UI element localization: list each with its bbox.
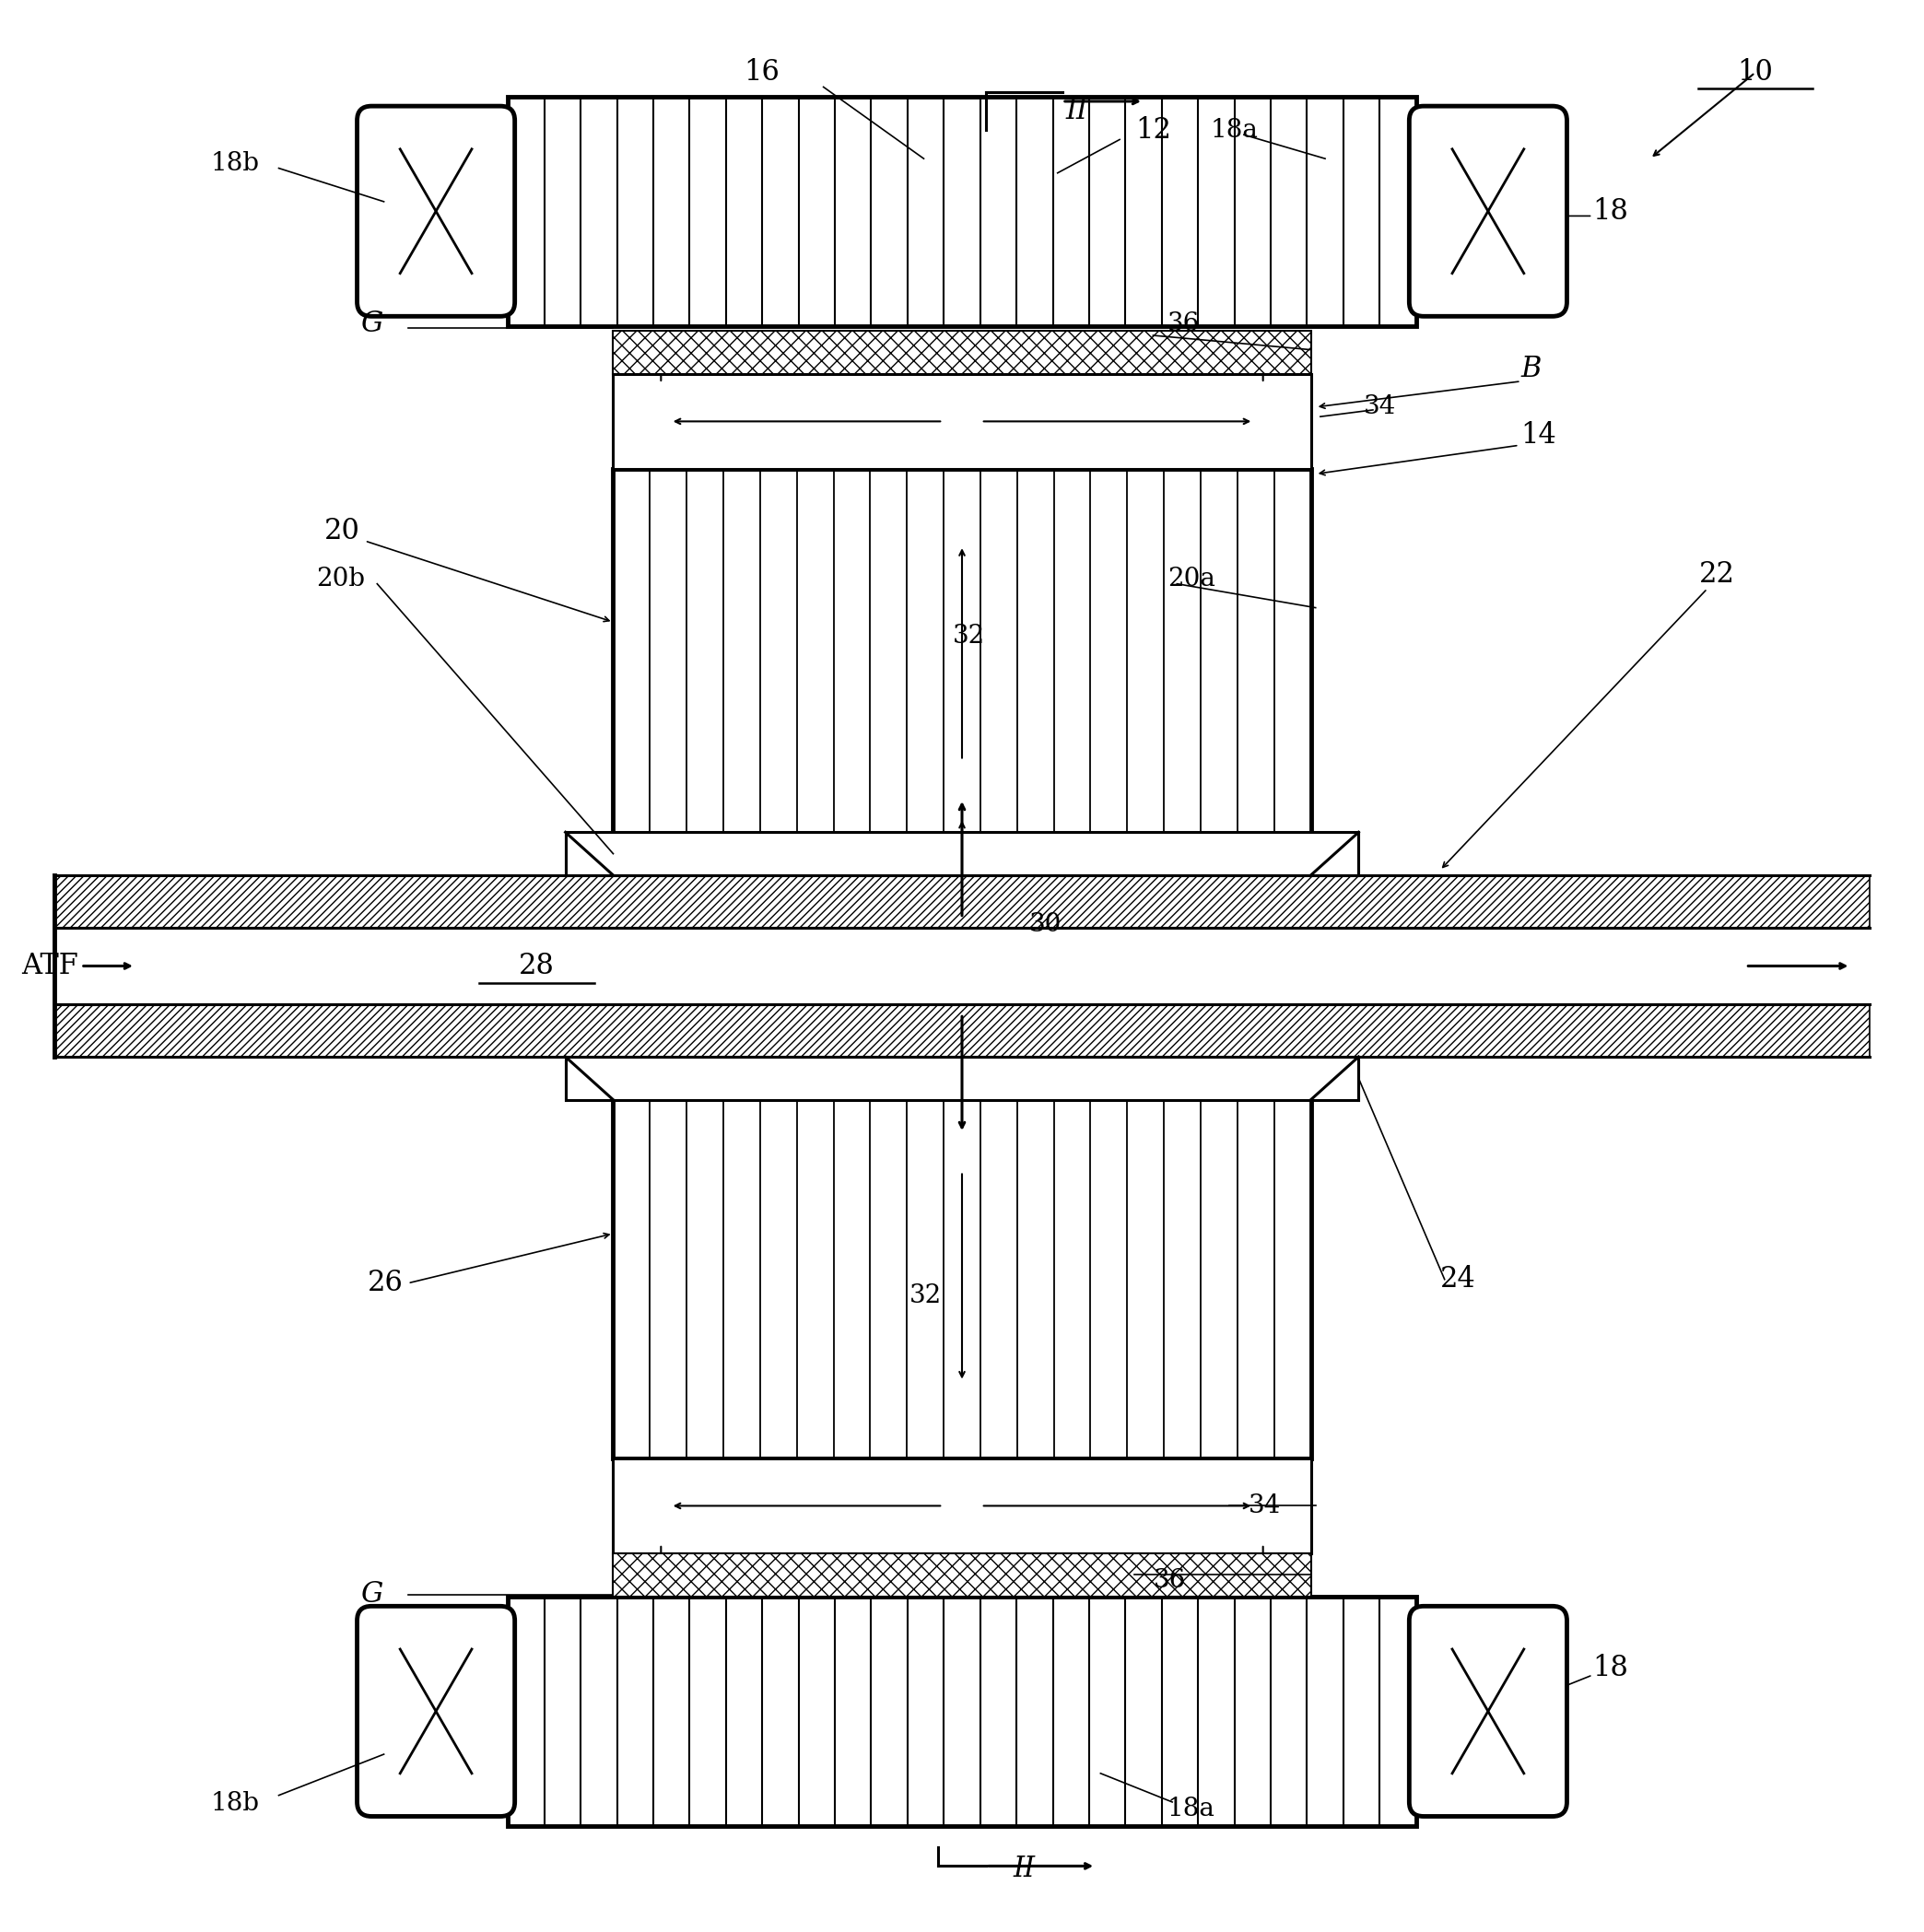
Text: 34: 34	[1364, 394, 1395, 419]
Text: 36: 36	[1152, 1569, 1185, 1592]
FancyBboxPatch shape	[358, 1605, 516, 1816]
Text: 20a: 20a	[1168, 566, 1216, 591]
Text: 32: 32	[910, 1283, 943, 1308]
Text: 18a: 18a	[1210, 118, 1258, 143]
Bar	[614, 469, 1310, 875]
Text: 20b: 20b	[316, 566, 366, 591]
Text: 18: 18	[1593, 1654, 1628, 1683]
Text: 14: 14	[1522, 421, 1557, 450]
FancyBboxPatch shape	[1408, 1605, 1566, 1816]
Text: B: B	[1522, 355, 1541, 383]
Text: II: II	[1014, 1855, 1035, 1884]
Text: 18b: 18b	[212, 1791, 260, 1816]
Bar	[508, 1596, 1416, 1826]
Text: 26: 26	[367, 1269, 402, 1298]
Text: G: G	[360, 309, 383, 338]
Bar	[614, 1553, 1310, 1596]
Text: 28: 28	[519, 952, 554, 980]
Text: II: II	[1066, 97, 1087, 126]
Bar	[614, 1459, 1310, 1553]
Bar	[566, 1057, 1358, 1099]
Text: 34: 34	[1249, 1493, 1281, 1519]
Text: 36: 36	[1168, 311, 1201, 336]
Bar	[614, 1057, 1310, 1459]
Text: 18b: 18b	[212, 151, 260, 176]
Bar	[54, 927, 1870, 1005]
Text: 18a: 18a	[1168, 1797, 1216, 1822]
Bar	[614, 330, 1310, 373]
Text: 22: 22	[1699, 560, 1735, 589]
Text: 16: 16	[743, 58, 779, 87]
Text: G: G	[360, 1580, 383, 1609]
Bar	[508, 97, 1416, 327]
Text: 10: 10	[1737, 58, 1774, 87]
Bar	[614, 373, 1310, 469]
Bar	[54, 875, 1870, 927]
FancyBboxPatch shape	[358, 106, 516, 317]
Text: 20: 20	[323, 518, 360, 545]
Bar	[566, 833, 1358, 875]
Bar	[54, 1005, 1870, 1057]
Text: 30: 30	[1029, 912, 1062, 937]
Text: 12: 12	[1135, 116, 1172, 145]
Text: ATF: ATF	[21, 952, 79, 980]
Text: 18: 18	[1593, 197, 1628, 226]
Text: 24: 24	[1439, 1265, 1476, 1294]
Text: 32: 32	[952, 624, 985, 649]
FancyBboxPatch shape	[1408, 106, 1566, 317]
